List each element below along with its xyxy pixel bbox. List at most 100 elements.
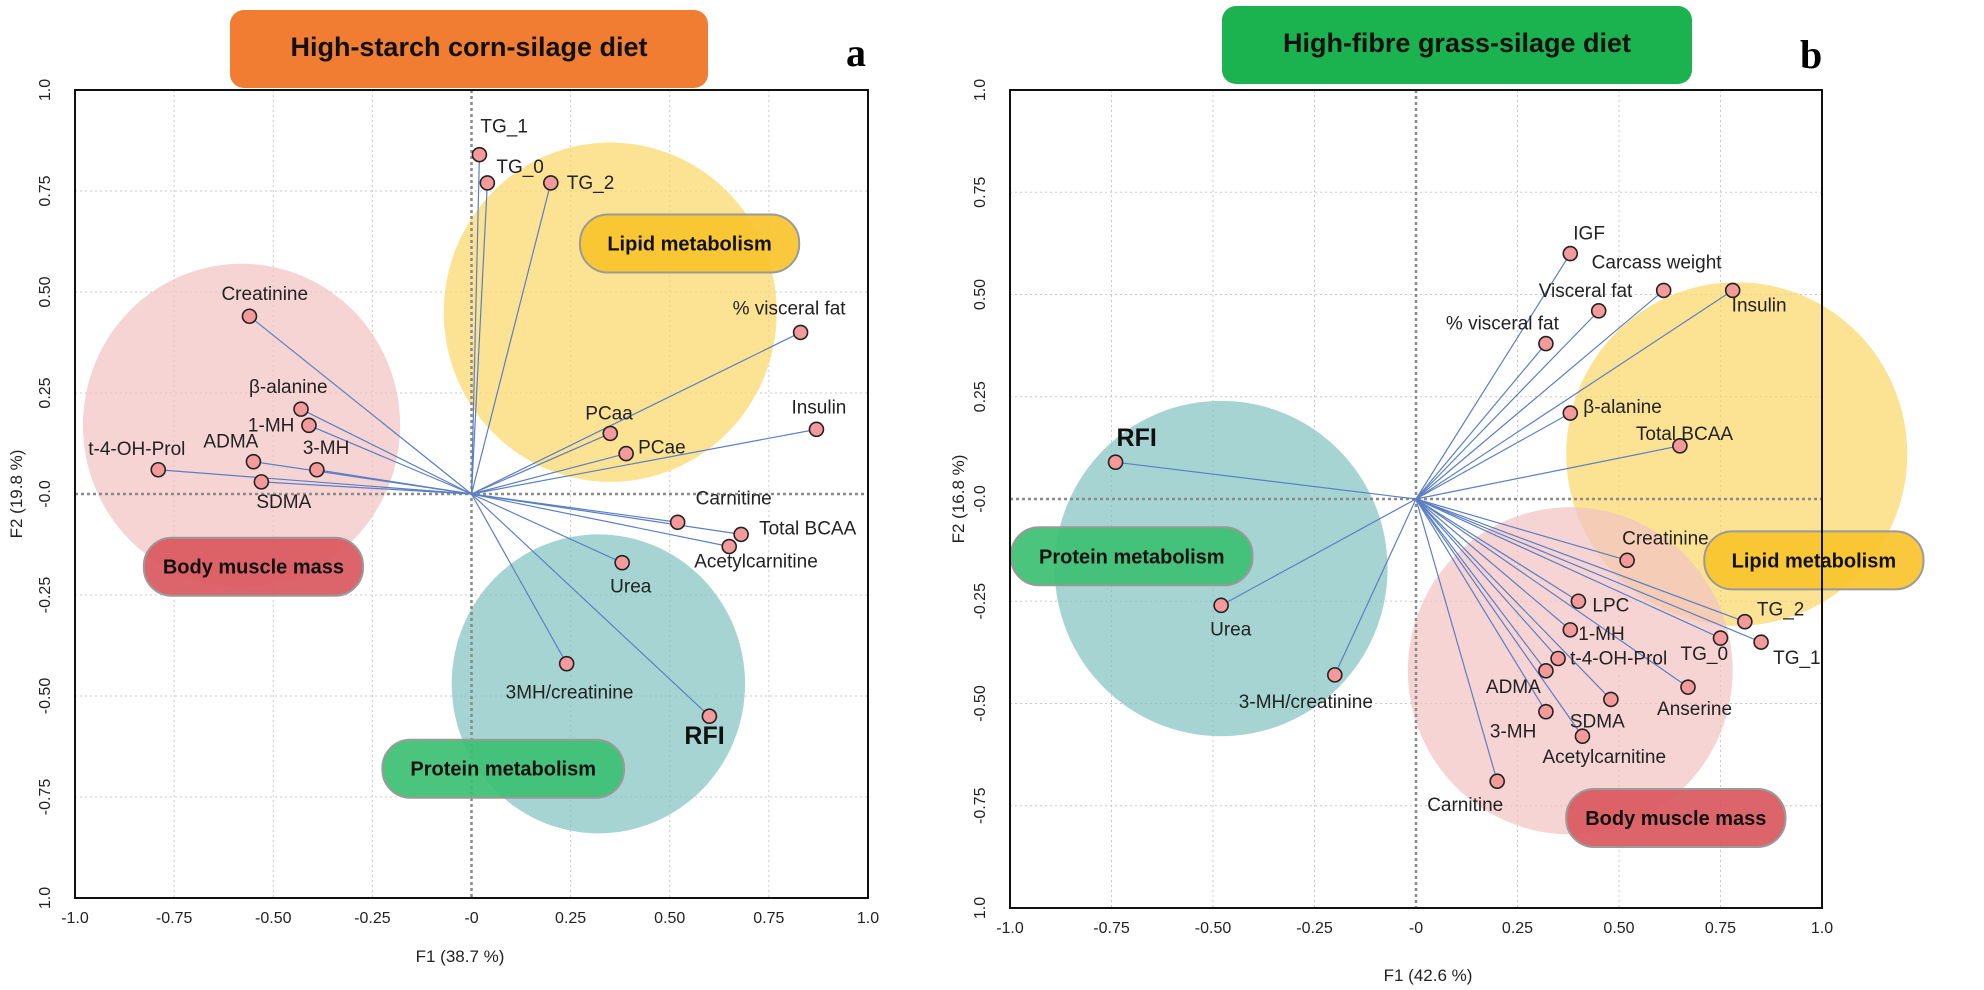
group-box-lipid-metabolism (578, 213, 801, 274)
y-tick-label: -0.0 (972, 485, 989, 513)
group-box-body-muscle-mass (1565, 788, 1787, 849)
y-tick-label: 0.25 (37, 377, 54, 408)
point-tg-0 (479, 175, 496, 191)
y-tick-label: -0.0 (37, 480, 54, 508)
point-label-sdma: SDMA (1570, 711, 1625, 732)
y-tick-label: 1.0 (972, 897, 989, 919)
point-label-carnitine: Carnitine (1427, 795, 1503, 816)
point-label-creatinine: Creatinine (221, 284, 308, 305)
vector-3-mh-creatinine (1334, 498, 1417, 676)
vector-tg-0 (1415, 498, 1721, 639)
y-tick-label: -0.25 (37, 577, 54, 614)
point-label-tg-0: TG_0 (1681, 644, 1729, 665)
vector-pct-visceral-fat (471, 331, 801, 495)
group-label-body-muscle-mass: Body muscle mass (163, 557, 344, 579)
point-acetylcarnitine (1574, 728, 1591, 745)
point-label-beta-alanine: β-alanine (249, 377, 328, 398)
x-tick-label: -0.25 (1296, 920, 1333, 937)
point-urea (1213, 597, 1229, 614)
x-tick-label: 0.25 (1502, 920, 1533, 937)
x-tick-label: 1.0 (857, 910, 879, 927)
vector-visceral-fat (1415, 310, 1600, 500)
x-tick-label: -0.75 (156, 910, 193, 927)
vector-3-mh (1415, 498, 1547, 712)
vector-rfi (1115, 461, 1417, 500)
vectors (1115, 253, 1762, 782)
point-total-bcaa (733, 526, 749, 543)
point-pcae (618, 445, 634, 462)
point-label-acetylcarnitine: Acetylcarnitine (694, 552, 818, 573)
vector-t-4-oh-prol (158, 469, 472, 495)
point-label-tg-2: TG_2 (567, 173, 615, 194)
point-beta-alanine (293, 401, 309, 417)
x-tick-label: -0.75 (1093, 920, 1130, 937)
vector-total-bcaa (471, 493, 742, 535)
point-3-mh (1538, 703, 1554, 720)
group-labels: Lipid metabolism Body muscle mass Protein … (142, 213, 801, 799)
vector-tg-1 (1415, 498, 1762, 643)
x-tick-label: 0.50 (654, 910, 685, 927)
point-label-urea: Urea (1210, 619, 1252, 640)
point-carnitine (1489, 773, 1505, 790)
chart-title: High-starch corn-silage diet (290, 32, 647, 62)
point-total-bcaa (1672, 438, 1688, 454)
x-tick-label: -1.0 (61, 910, 89, 927)
point-label-adma: ADMA (1486, 677, 1541, 698)
point-label-tg-2: TG_2 (1757, 600, 1805, 621)
point-visceral-fat (1590, 303, 1607, 319)
y-tick-label: -0.25 (972, 583, 989, 620)
title-banner (230, 10, 708, 88)
y-tick-label: 1.0 (37, 79, 54, 101)
x-axis-title: F1 (38.7 %) (416, 947, 505, 966)
points: TG_1 TG_0 TG_2 % visceral fat Insulin PCaaPCa… (88, 117, 856, 751)
point-igf (1562, 245, 1579, 262)
vector-adma (1415, 498, 1547, 672)
vector-acetylcarnitine (1415, 498, 1583, 737)
point-label-anserine: Anserine (1657, 699, 1732, 720)
point-label-tg-1: TG_1 (480, 117, 528, 138)
point-insulin (808, 421, 825, 438)
group-label-protein-metabolism: Protein metabolism (1039, 546, 1225, 568)
points: IGF Carcass weight Insulin Visceral fat % vi… (1107, 224, 1821, 816)
point-label-rfi: RFI (684, 722, 724, 750)
panel-letter: b (1800, 32, 1822, 77)
vector-pcaa (471, 432, 611, 495)
vector-total-bcaa (1415, 445, 1681, 500)
x-tick-label: -0.25 (354, 910, 391, 927)
point-3mh-creatinine (558, 655, 575, 672)
x-tick-label: -0 (464, 910, 478, 927)
point-adma (1538, 662, 1554, 679)
vector-anserine (1415, 498, 1689, 688)
x-tick-label: -0.50 (255, 910, 292, 927)
vector-tg-1 (470, 154, 481, 495)
y-tick-label: -0.50 (972, 685, 989, 722)
point-label-beta-alanine: β-alanine (1583, 397, 1662, 418)
vectors (158, 154, 817, 717)
plot-frame (74, 89, 869, 899)
vector-igf (1415, 253, 1571, 500)
point-carnitine (669, 514, 686, 531)
point-label-visceral-fat: Visceral fat (1539, 281, 1633, 302)
group-label-lipid-metabolism: Lipid metabolism (607, 234, 771, 256)
vector-beta-alanine (1415, 412, 1571, 500)
point-label-acetylcarnitine: Acetylcarnitine (1542, 747, 1666, 768)
vector-urea (1220, 498, 1417, 606)
point-rfi (1107, 454, 1124, 470)
point-label-insulin: Insulin (1732, 295, 1787, 316)
point-label-3-mh-creatinine: 3-MH/creatinine (1239, 692, 1373, 713)
vector-pcae (471, 453, 627, 495)
y-tick-label: -0.50 (37, 678, 54, 715)
point-3-mh (309, 461, 325, 478)
point-label-rfi: RFI (1117, 424, 1157, 452)
vector-sdma (261, 481, 472, 495)
vector-adma (253, 461, 472, 495)
vector-acetylcarnitine (471, 493, 730, 548)
point-anserine (1680, 679, 1696, 695)
point-label-pct-visceral-fat: % visceral fat (1446, 314, 1560, 335)
point-label-adma: ADMA (203, 432, 258, 453)
title-banner (1222, 6, 1692, 84)
vector-1-mh (308, 424, 472, 495)
point-label-total-bcaa: Total BCAA (1636, 424, 1733, 445)
point-label-pcae: PCae (638, 438, 686, 459)
